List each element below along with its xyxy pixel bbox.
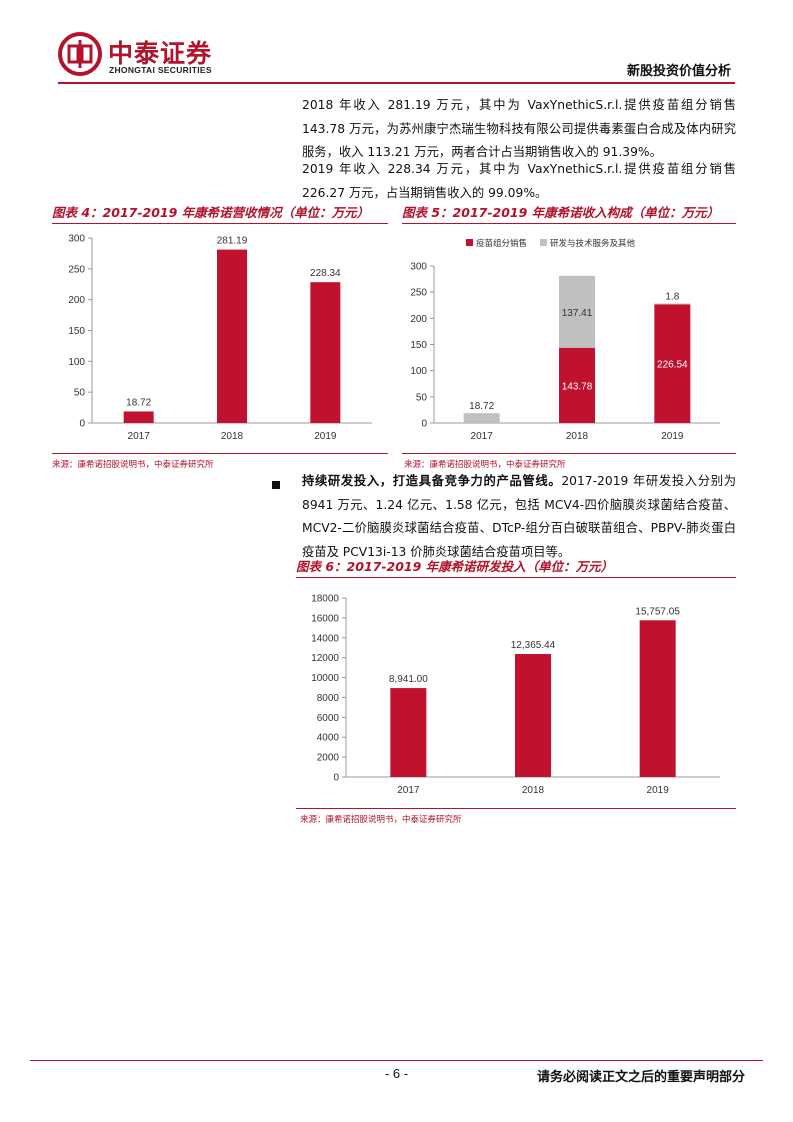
y-tick-label-3: 6000: [317, 713, 340, 724]
bar-2018: [515, 654, 551, 777]
data-label-2019-series-0: 226.54: [657, 360, 688, 371]
chart6-svg: 0 2000 4000 6000 8000 10000 12000 14000 16000 180…: [311, 594, 720, 796]
figure-4-chart: 0 50 100 150 200 250 300 2017 18.72 2018 281.19 201…: [52, 228, 388, 450]
disclaimer-notice: 请务必阅读正文之后的重要声明部分: [536, 1070, 745, 1085]
rd-lead-text: 持续研发投入，打造具备竞争力的产品管线。: [302, 474, 562, 488]
figure-5-chart: 0 50 100 150 200 250 300 2017 18.72 2018 143.78 137…: [402, 228, 736, 450]
bar-2017: [123, 411, 154, 423]
figure-4-source: 来源：康希诺招股说明书，中泰证券研究所: [52, 460, 214, 470]
y-tick-label-3: 150: [410, 340, 427, 351]
paragraph-rd-investment: 持续研发投入，打造具备竞争力的产品管线。2017-2019 年研发投入分别为 8…: [302, 470, 736, 564]
y-tick-label-1: 2000: [317, 753, 340, 764]
company-logo: 中泰证券 ZHONGTAI SECURITIES: [58, 32, 248, 78]
zhongtai-logo-icon: [58, 32, 102, 76]
y-tick-label-1: 50: [74, 388, 86, 399]
paragraph-2018-revenue: 2018 年收入 281.19 万元，其中为 VaxYnethicS.r.l.提…: [302, 98, 736, 160]
chart4-svg: 0 50 100 150 200 250 300 2017 18.72 2018 281.19 201…: [68, 234, 372, 442]
y-tick-label-4: 200: [410, 314, 427, 325]
chart5-svg: 0 50 100 150 200 250 300 2017 18.72 2018 143.78 137…: [410, 238, 720, 442]
bullet-square-icon: [272, 481, 280, 489]
data-label-2018: 281.19: [217, 236, 248, 247]
data-label-2017: 18.72: [126, 397, 151, 408]
header-divider: [58, 82, 735, 84]
figure-4-source-divider: [52, 453, 388, 454]
figure-6-title: 图表 6：2017-2019 年康希诺研发投入（单位：万元）: [296, 556, 736, 578]
y-tick-label-2: 4000: [317, 733, 340, 744]
x-tick-label-2019: 2019: [661, 431, 684, 442]
y-tick-label-7: 14000: [311, 633, 339, 644]
data-label-2018-series-0: 143.78: [562, 381, 593, 392]
figure-5-source: 来源：康希诺招股说明书，中泰证券研究所: [404, 460, 566, 470]
bar-2018: [217, 249, 247, 423]
y-tick-label-6: 12000: [311, 653, 339, 664]
y-tick-label-5: 250: [410, 288, 427, 299]
x-tick-label-2019: 2019: [314, 431, 337, 442]
figure-5-title: 图表 5：2017-2019 年康希诺收入构成（单位：万元）: [402, 202, 736, 224]
x-tick-label-2019: 2019: [647, 785, 670, 796]
bar-2019: [639, 620, 676, 777]
x-tick-label-2017: 2017: [397, 785, 420, 796]
data-label-2018: 12,365.44: [511, 640, 556, 651]
y-tick-label-5: 10000: [311, 673, 339, 684]
y-tick-label-4: 8000: [317, 693, 340, 704]
figure-6-source: 来源：康希诺招股说明书，中泰证券研究所: [300, 815, 462, 825]
paragraph-2019-revenue: 2019 年收入 228.34 万元，其中为 VaxYnethicS.r.l.提…: [302, 162, 736, 200]
logo-chinese-name: 中泰证券: [108, 39, 213, 68]
legend-label-1: 研发与技术服务及其他: [550, 238, 636, 248]
figure-4-title: 图表 4：2017-2019 年康希诺营收情况（单位：万元）: [52, 202, 388, 224]
x-tick-label-2018: 2018: [522, 785, 545, 796]
legend-label-0: 疫苗组分销售: [476, 238, 527, 248]
x-tick-label-2017: 2017: [128, 431, 151, 442]
bar-2018-series-0: [559, 347, 595, 423]
y-tick-label-2: 100: [410, 366, 427, 377]
report-type: 新股投资价值分析: [626, 64, 731, 79]
page-number: - 6 -: [384, 1066, 409, 1081]
x-tick-label-2018: 2018: [221, 431, 244, 442]
y-tick-label-0: 0: [79, 419, 85, 430]
bar-2019-series-1: [654, 303, 691, 305]
x-tick-label-2018: 2018: [566, 431, 589, 442]
y-tick-label-2: 100: [68, 357, 85, 368]
figure-6-source-divider: [296, 808, 736, 809]
data-label-2019: 228.34: [310, 268, 341, 279]
bar-2019-series-0: [654, 304, 691, 423]
bar-2019: [310, 282, 341, 423]
data-label-2017: 8,941.00: [389, 674, 428, 685]
logo-english-name: ZHONGTAI SECURITIES: [109, 65, 212, 75]
data-label-2017-series-1: 18.72: [469, 401, 494, 412]
data-label-2019: 15,757.05: [635, 606, 680, 617]
bar-2017-series-1: [463, 413, 500, 423]
bar-2018-series-1: [559, 275, 595, 348]
y-tick-label-4: 200: [68, 295, 85, 306]
y-tick-label-9: 18000: [311, 594, 339, 605]
y-tick-label-3: 150: [68, 326, 85, 337]
y-tick-label-6: 300: [410, 262, 427, 273]
rd-body-text: 2017-2019 年研发投入分别为 8941 万元、1.24 亿元、1.58 …: [302, 474, 736, 559]
data-label-2019-series-1: 1.8: [665, 292, 679, 303]
y-tick-label-6: 300: [68, 234, 85, 245]
figure-5-source-divider: [402, 453, 736, 454]
legend-swatch-1: [540, 239, 547, 246]
y-tick-label-0: 0: [333, 773, 339, 784]
x-tick-label-2017: 2017: [471, 431, 494, 442]
footer-divider: [30, 1060, 763, 1061]
y-tick-label-8: 16000: [311, 613, 339, 624]
y-tick-label-1: 50: [416, 392, 428, 403]
y-tick-label-0: 0: [421, 419, 427, 430]
figure-6-chart: 0 2000 4000 6000 8000 10000 12000 14000 16000 180…: [296, 582, 736, 804]
data-label-2018-series-1: 137.41: [562, 308, 593, 319]
y-tick-label-5: 250: [68, 264, 85, 275]
bar-2017: [390, 688, 427, 777]
legend-swatch-0: [466, 239, 473, 246]
